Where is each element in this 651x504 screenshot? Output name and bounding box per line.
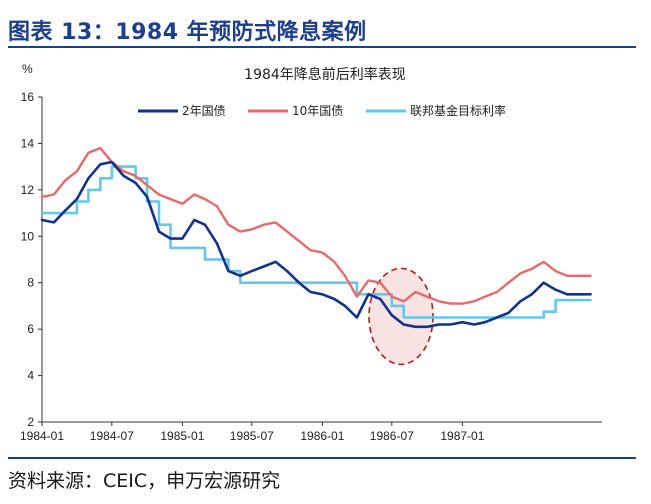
series-layer bbox=[40, 146, 592, 329]
y-tick-label: 4 bbox=[27, 369, 34, 383]
x-tick-label: 1985-01 bbox=[160, 429, 204, 443]
legend-label-ffr: 联邦基金目标利率 bbox=[410, 103, 506, 118]
y-tick-label: 16 bbox=[21, 90, 35, 104]
legend-label-2y: 2年国债 bbox=[182, 104, 226, 118]
x-tick-label: 1986-07 bbox=[370, 429, 414, 443]
y-tick-label: 6 bbox=[27, 322, 34, 336]
series-line-fed-funds-target bbox=[40, 165, 592, 319]
x-tick-label: 1985-07 bbox=[230, 429, 274, 443]
source-note: 资料来源：CEIC，申万宏源研究 bbox=[8, 470, 281, 492]
x-tick-label: 1984-01 bbox=[20, 429, 64, 443]
title-rule bbox=[8, 46, 636, 48]
y-tick-label: 14 bbox=[21, 136, 35, 150]
y-tick-label: 10 bbox=[21, 229, 35, 243]
y-tick-label: 8 bbox=[27, 276, 34, 290]
y-axis-unit: % bbox=[22, 62, 33, 76]
legend-label-10y: 10年国债 bbox=[292, 104, 343, 118]
source-rule bbox=[8, 457, 636, 459]
axes: 2 4 6 8 10 12 14 16 1984-01 1984-07 1985-01 1985-07… bbox=[20, 90, 602, 443]
chart-title: 1984年降息前后利率表现 bbox=[244, 66, 406, 83]
x-tick-label: 1986-01 bbox=[300, 429, 344, 443]
x-tick-label: 1984-07 bbox=[90, 429, 134, 443]
legend: 2年国债 10年国债 联邦基金目标利率 bbox=[138, 103, 506, 118]
y-tick-label: 12 bbox=[21, 183, 35, 197]
y-tick-label: 2 bbox=[27, 415, 34, 429]
x-tick-label: 1987-01 bbox=[440, 429, 484, 443]
figure-title: 图表 13：1984 年预防式降息案例 bbox=[8, 20, 367, 45]
series-line-10y-treasury bbox=[40, 146, 592, 305]
series-line-2y-treasury bbox=[40, 160, 592, 329]
